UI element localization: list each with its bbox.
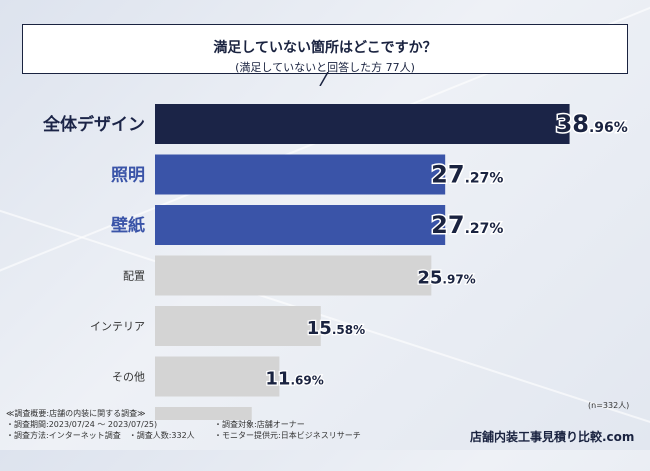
sample-size-note: (n=332人) [588, 401, 630, 410]
value-label-5: 11.69% [265, 369, 323, 390]
question-box: 満足していない箇所はどこですか？ (満足していないと回答した方 77人) [22, 24, 628, 74]
bar-2 [155, 205, 446, 245]
brand-logo-text: 店舗内装工事見積り比較.com [470, 430, 635, 444]
bar-6 [155, 407, 252, 420]
bar-1 [155, 154, 446, 195]
value-label-0: 38.96% [556, 110, 628, 138]
survey-provider: ・モニター提供元:日本ビジネスリサーチ [214, 431, 361, 440]
category-label-4: インテリア [90, 320, 145, 333]
bar-5 [155, 356, 280, 397]
category-label-5: その他 [112, 371, 145, 384]
category-label-0: 全体デザイン [42, 114, 145, 135]
bar-chart: 全体デザイン 38.96% 照明 27.27% 壁紙 27.27% 配置 25.97% インテリ… [42, 104, 629, 420]
category-label-2: 壁紙 [111, 215, 145, 236]
chart-subtitle: (満足していないと回答した方 77人) [235, 61, 415, 74]
bar-3 [155, 255, 432, 296]
survey-method: ・調査方法:インターネット調査 ・調査人数:332人 [6, 431, 195, 440]
category-label-1: 照明 [111, 166, 145, 186]
value-label-3: 25.97% [417, 268, 475, 289]
survey-period: ・調査期間:2023/07/24 ～ 2023/07/25) [6, 420, 158, 429]
chart-title: 満足していない箇所はどこですか？ [213, 40, 437, 56]
survey-target: ・調査対象:店舗オーナー [214, 420, 305, 429]
speech-tail-icon [319, 72, 329, 86]
value-label-1: 27.27% [431, 161, 503, 189]
value-label-4: 15.58% [307, 318, 365, 339]
survey-heading: ≪調査概要:店舗の内装に関する調査≫ [6, 409, 146, 418]
value-label-6: 9.09% [238, 419, 284, 420]
bar-0 [155, 104, 570, 144]
category-label-3: 配置 [123, 270, 145, 283]
bar-4 [155, 306, 321, 346]
value-label-2: 27.27% [431, 211, 503, 239]
